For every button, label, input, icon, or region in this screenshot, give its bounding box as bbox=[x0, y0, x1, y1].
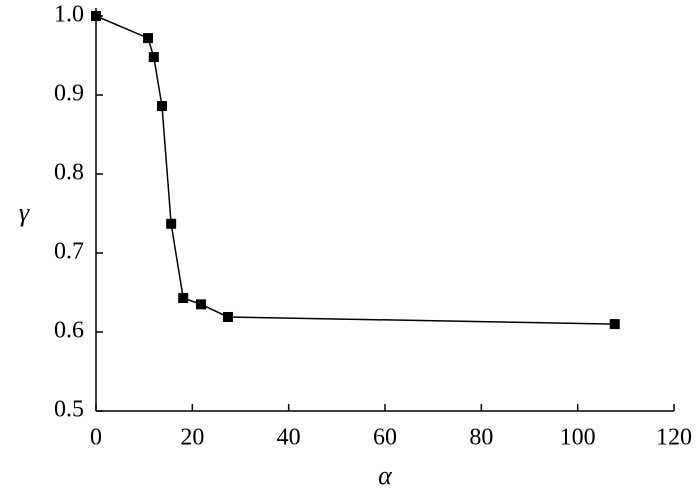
x-tick-label: 60 bbox=[373, 425, 397, 451]
marker bbox=[178, 293, 189, 304]
x-tick-label: 120 bbox=[656, 425, 692, 451]
x-tick-label: 0 bbox=[90, 425, 102, 451]
marker bbox=[222, 311, 233, 322]
marker bbox=[148, 52, 159, 63]
line bbox=[95, 15, 615, 325]
y-tick-label: 0.6 bbox=[54, 318, 84, 344]
y-tick-label: 0.5 bbox=[54, 397, 84, 423]
x-tick-label: 80 bbox=[469, 425, 493, 451]
marker bbox=[166, 218, 177, 229]
marker bbox=[143, 33, 154, 44]
marker bbox=[91, 11, 101, 21]
y-axis-label: γ bbox=[19, 198, 30, 227]
x-tick-label: 20 bbox=[180, 425, 204, 451]
y-tick-label: 0.8 bbox=[54, 160, 84, 186]
x-axis-label: α bbox=[378, 461, 393, 490]
x-tick-label: 100 bbox=[560, 425, 596, 451]
y-tick-label: 1.0 bbox=[54, 2, 84, 28]
marker bbox=[156, 101, 167, 112]
marker bbox=[196, 299, 207, 310]
marker bbox=[609, 319, 620, 330]
y-tick-label: 0.9 bbox=[54, 81, 84, 107]
y-tick-label: 0.7 bbox=[54, 239, 84, 265]
x-tick-label: 40 bbox=[277, 425, 301, 451]
